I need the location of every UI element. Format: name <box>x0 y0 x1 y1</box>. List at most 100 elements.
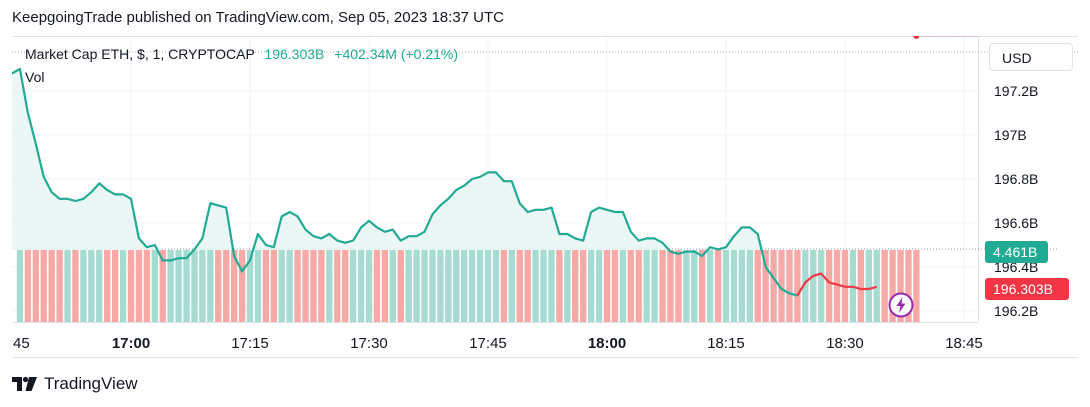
price-chart[interactable]: 197.2B 197B 196.8B 196.6B 196.4B 196.2B 45 17:0… <box>11 33 1078 358</box>
volume-bar <box>175 250 182 322</box>
x-tick-label: 17:15 <box>231 335 269 352</box>
volume-bar <box>476 250 484 322</box>
y-tick-label: 196.2B <box>994 303 1038 319</box>
volume-bar <box>64 250 71 322</box>
volume-bar <box>373 250 381 322</box>
volume-bar <box>627 250 634 322</box>
volume-bar <box>381 250 389 322</box>
y-tick-label: 196.8B <box>994 171 1038 187</box>
volume-bar <box>429 250 436 322</box>
volume-bar <box>254 250 262 322</box>
volume-bar <box>238 250 246 322</box>
volume-bar <box>556 250 563 322</box>
chart-area[interactable]: 197.2B 197B 196.8B 196.6B 196.4B 196.2B 45 17:0… <box>11 33 1078 358</box>
volume-bar <box>104 250 111 322</box>
volume-bar <box>72 250 79 322</box>
symbol-name[interactable]: Market Cap ETH, $, 1, CRYPTOCAP <box>25 46 255 62</box>
footer: TradingView <box>12 373 138 395</box>
volume-bar <box>770 250 777 322</box>
volume-bar <box>492 250 500 322</box>
y-tick-label: 197.2B <box>994 83 1038 99</box>
volume-bar <box>215 250 222 322</box>
volume-bar <box>516 250 523 322</box>
volume-bar <box>207 250 214 322</box>
legend-price: 196.303B <box>264 46 325 62</box>
legend-change: +402.34M (+0.21%) <box>334 46 459 62</box>
volume-bar <box>484 250 492 322</box>
price-area <box>12 69 798 250</box>
volume-bar <box>48 250 55 322</box>
price-line-down <box>796 272 877 297</box>
lightning-icon[interactable] <box>888 292 914 318</box>
y-tick-label: 196.6B <box>994 215 1038 231</box>
volume-bar <box>746 250 753 322</box>
volume-bar <box>278 250 285 322</box>
volume-bar <box>564 250 571 322</box>
volume-bar <box>857 250 865 322</box>
volume-legend[interactable]: Vol <box>25 69 45 85</box>
volume-bar <box>587 250 595 322</box>
volume-bar <box>453 250 460 322</box>
brand-name[interactable]: TradingView <box>44 374 138 393</box>
volume-bar <box>873 250 880 322</box>
volume-bar <box>913 250 920 322</box>
volume-bar <box>302 250 309 322</box>
symbol-legend: Market Cap ETH, $, 1, CRYPTOCAP 196.303B… <box>25 46 458 62</box>
volume-bar <box>802 250 809 322</box>
volume-bar <box>40 250 47 322</box>
volume-bar <box>699 250 706 322</box>
volume-bar <box>16 250 24 322</box>
volume-bar <box>32 250 39 322</box>
volume-bar <box>119 250 127 322</box>
x-tick-label: 17:30 <box>350 335 388 352</box>
tradingview-logo-icon[interactable] <box>12 376 38 392</box>
volume-bar <box>183 250 190 322</box>
volume-bar <box>230 250 238 322</box>
currency-button[interactable]: USD <box>989 43 1073 71</box>
volume-bar <box>159 250 166 322</box>
volume-bar <box>413 250 420 322</box>
volume-bar <box>714 250 722 322</box>
volume-bar <box>730 250 738 322</box>
volume-bar <box>905 250 912 322</box>
volume-bar <box>96 250 103 322</box>
x-tick-label: 18:15 <box>707 335 745 352</box>
volume-bar <box>334 250 341 322</box>
x-tick-label: 17:45 <box>469 335 507 352</box>
volume-bar <box>524 250 531 322</box>
volume-bar <box>135 250 143 322</box>
price-line-up <box>11 67 798 297</box>
volume-bar <box>445 250 452 322</box>
volume-bar <box>223 250 230 322</box>
volume-bar <box>667 250 674 322</box>
volume-bar <box>754 250 761 322</box>
volume-bar <box>889 250 896 322</box>
volume-bar <box>88 250 95 322</box>
volume-bar <box>532 250 539 322</box>
volume-bar <box>357 250 365 322</box>
volume-bar <box>651 250 658 322</box>
volume-bar <box>540 250 547 322</box>
x-tick-label: 18:30 <box>826 335 864 352</box>
volume-bar <box>461 250 468 322</box>
volume-bar <box>818 250 825 322</box>
volume-bar <box>619 250 627 322</box>
volume-bar <box>246 250 254 322</box>
volume-bar <box>421 250 428 322</box>
volume-bar <box>342 250 349 322</box>
price-badge: 196.303B <box>985 278 1069 300</box>
x-tick-label: 18:00 <box>588 335 626 352</box>
volume-bar <box>778 250 785 322</box>
volume-bar <box>762 250 769 322</box>
volume-bar <box>738 250 746 322</box>
volume-bar <box>635 250 642 322</box>
x-tick-label: 45 <box>13 335 30 352</box>
volume-bar <box>262 250 270 322</box>
volume-bar <box>794 250 801 322</box>
volume-bar <box>722 250 730 322</box>
volume-bar <box>151 250 158 322</box>
volume-bar <box>199 250 206 322</box>
volume-bar <box>833 250 841 322</box>
volume-bar <box>365 250 373 322</box>
volume-bar <box>167 250 174 322</box>
